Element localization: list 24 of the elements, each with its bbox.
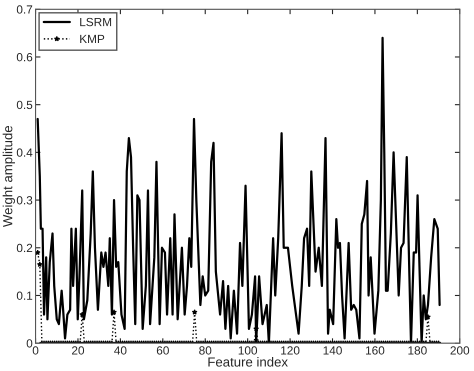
- legend-label: LSRM: [80, 18, 112, 26]
- y-tick-label: 0.6: [16, 53, 32, 62]
- y-tick-label: 0.3: [16, 196, 32, 204]
- x-tick-label: 180: [408, 346, 427, 355]
- x-tick-label: 160: [366, 346, 384, 355]
- x-tick-label: 80: [199, 346, 212, 355]
- x-tick-label: 140: [324, 346, 342, 355]
- x-tick-label: 100: [238, 346, 258, 355]
- y-tick-label: 0.5: [16, 100, 32, 110]
- legend-label: KMP: [80, 34, 104, 43]
- x-tick-label: 0: [32, 346, 38, 355]
- x-tick-label: 20: [72, 346, 84, 355]
- x-axis-title: Feature index: [208, 356, 288, 367]
- y-tick-label: 0.4: [16, 148, 32, 157]
- x-tick-label: 120: [281, 346, 300, 355]
- y-tick-label: 0.1: [16, 292, 32, 300]
- line-series: [36, 36, 441, 344]
- y-tick-label: 0: [26, 339, 32, 348]
- x-tick-label: 200: [450, 346, 470, 355]
- y-tick-label: 0.2: [16, 244, 32, 252]
- y-axis-title: Weight amplitude: [2, 126, 15, 228]
- x-tick-label: 40: [114, 346, 126, 355]
- y-tick-label: 0.7: [16, 5, 32, 14]
- x-tick-label: 60: [156, 346, 169, 355]
